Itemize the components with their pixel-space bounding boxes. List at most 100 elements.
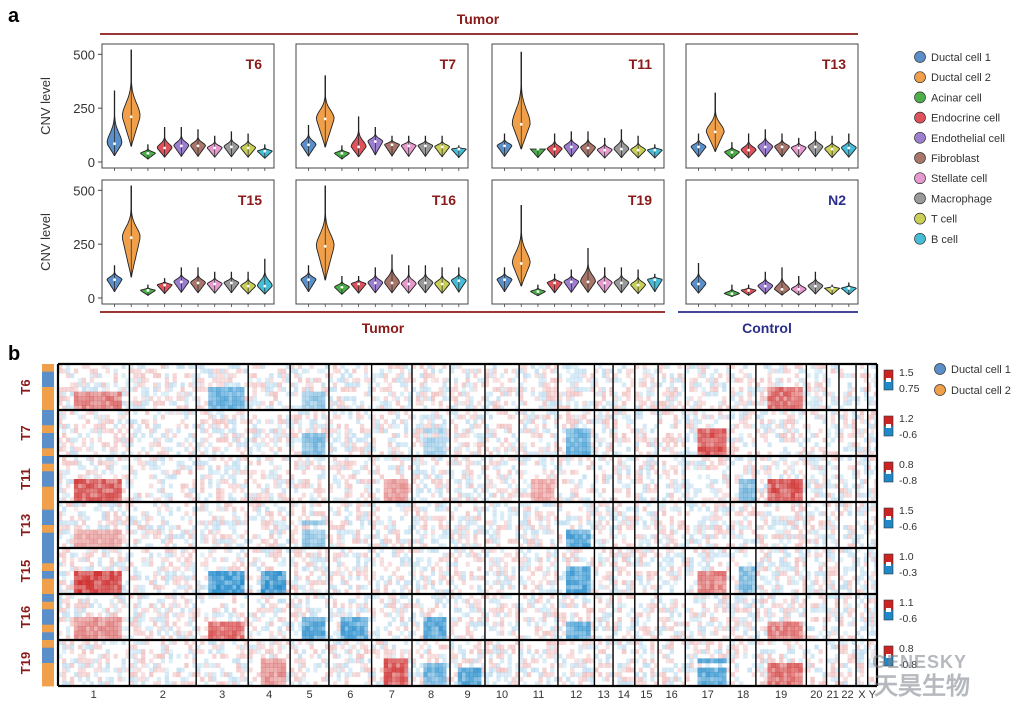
heatmap-cell [438,479,443,484]
heatmap-cell [457,534,462,540]
heatmap-cell [109,497,114,503]
heatmap-cell [654,442,659,448]
heatmap-cell [216,387,221,392]
heatmap-cell [387,382,393,388]
heatmap-cell [248,437,253,443]
heatmap-cell [830,497,836,503]
heatmap-cell [415,529,420,535]
heatmap-cell [790,460,795,466]
heatmap-cell [434,423,439,429]
heatmap-cell [751,437,757,443]
heatmap-cell [638,497,643,503]
heatmap-cell [515,410,520,415]
heatmap-cell [309,506,314,512]
heatmap-cell [356,479,361,484]
heatmap-cell [125,456,130,461]
heatmap-cell [313,488,318,494]
heatmap-cell [176,534,181,540]
heatmap-cell [109,396,114,402]
heatmap-cell [172,525,177,530]
heatmap-cell [192,497,197,503]
heatmap-cell [530,410,535,415]
heatmap-cell [371,520,376,526]
heatmap-cell [232,520,237,526]
heatmap-cell [650,377,655,383]
heatmap-cell [578,456,583,461]
heatmap-cell [367,515,372,521]
heatmap-cell [851,538,857,544]
heatmap-cell [786,451,792,457]
heatmap-cell [578,534,583,540]
heatmap-cell [709,446,715,452]
heatmap-cell [248,492,253,498]
heatmap-cell [208,387,213,392]
heatmap-cell [767,368,772,374]
heatmap-cell [496,405,501,411]
heatmap-cell [734,437,740,443]
heatmap-cell [81,557,87,563]
heatmap-cell [450,368,455,374]
heatmap-cell [153,534,158,540]
heatmap-cell [873,400,878,406]
heatmap-cell [321,465,326,471]
heatmap-cell [605,474,610,480]
heatmap-cell [465,497,470,503]
heatmap-cell [538,396,543,402]
heatmap-cell [503,387,508,392]
heatmap-cell [534,433,539,438]
legend-a-item: B cell [914,232,958,246]
heatmap-cell [277,479,282,484]
heatmap-cell [309,529,314,535]
heatmap-cell [431,456,436,461]
heatmap-cell [646,543,651,549]
heatmap-cell [542,364,547,369]
heatmap-cell [168,529,173,535]
heatmap-cell [145,368,150,374]
heatmap-cell [309,364,314,369]
heatmap-cell [566,543,571,549]
heatmap-cell [105,497,110,503]
legend-a-swatch [914,172,926,185]
heatmap-cell [598,387,603,392]
heatmap-cell [598,492,603,498]
heatmap-cell [192,437,197,443]
heatmap-cell [228,456,233,461]
heatmap-cell [802,515,807,521]
heatmap-cell [305,520,310,526]
heatmap-cell [851,387,857,392]
heatmap-cell [85,552,91,558]
heatmap-cell [232,525,237,530]
heatmap-cell [260,492,266,498]
heatmap-cell [313,442,318,448]
heatmap-cell [313,391,318,397]
heatmap-cell [638,377,643,383]
heatmap-cell [419,525,424,530]
heatmap-cell [256,419,262,425]
heatmap-cell [352,433,357,438]
heatmap-cell [617,405,622,411]
heatmap-cell [465,534,470,540]
heatmap-cell [534,451,539,457]
heatmap-cell [419,479,424,484]
heatmap-cell [360,414,365,420]
heatmap-cell [58,414,63,420]
heatmap-cell [317,538,322,544]
heatmap-cell [216,520,221,526]
heatmap-cell [412,520,417,526]
heatmap-cell [113,382,118,388]
heatmap-cell [726,525,731,530]
heatmap-cell [570,446,575,452]
heatmap-cell [722,534,727,540]
heatmap-cell [438,456,443,461]
heatmap-cell [570,515,575,521]
heatmap-cell [554,368,559,374]
heatmap-cell [340,364,345,369]
heatmap-cell [873,543,878,549]
heatmap-cell [689,396,694,402]
heatmap-cell [794,525,799,530]
heatmap-cell [285,423,291,429]
heatmap-cell [309,446,314,452]
heatmap-cell [244,419,249,425]
heatmap-cell [412,515,417,521]
heatmap-cell [562,520,567,526]
